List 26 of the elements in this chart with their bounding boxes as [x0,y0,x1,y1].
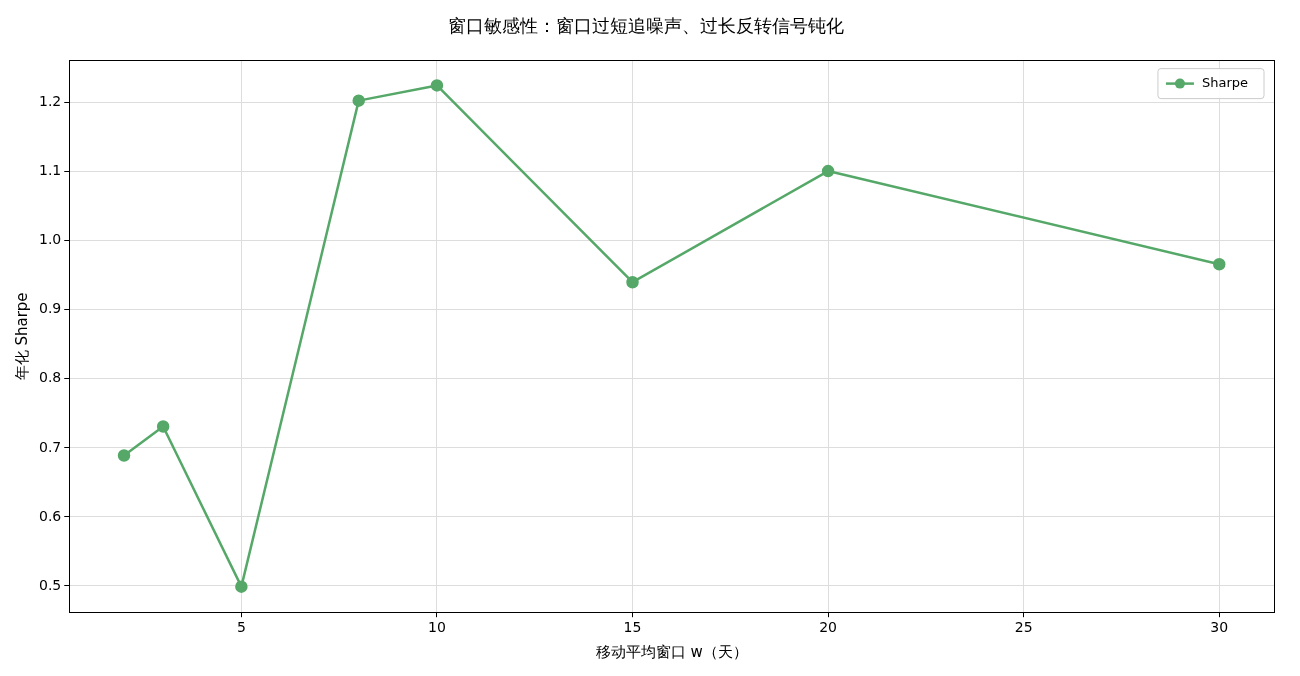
y-tick-label: 1.2 [39,93,62,110]
point [821,164,835,178]
chart-title: 窗口敏感性：窗口过短追噪声、过长反转信号钝化 [448,15,844,37]
legend-label: Sharpe [1201,74,1249,90]
point [117,449,131,462]
x-tick-label: 25 [1014,619,1033,636]
y-tick-label: 0.7 [39,438,62,455]
point [626,275,639,289]
point [156,420,170,433]
x-tick-label: 10 [428,619,446,636]
y-axis-title: 年化 Sharpe [12,292,31,381]
y-tick-label: 0.8 [39,369,62,386]
point [352,94,365,107]
x-tick-label: 5 [236,619,246,636]
x-axis-title: 移动平均窗口 w（天） [595,642,748,661]
point [1212,258,1226,271]
y-tick-label: 0.5 [39,576,62,593]
y-tick-label: 1.1 [39,162,62,179]
x-tick-label: 20 [819,619,838,636]
x-tick-label: 15 [623,619,642,636]
y-tick-label: 0.6 [39,507,62,524]
y-tick-label: 0.9 [39,300,62,317]
y-tick-label: 1.0 [39,231,62,248]
x-tick-label: 30 [1210,619,1229,636]
point [430,79,444,92]
point [235,580,248,593]
